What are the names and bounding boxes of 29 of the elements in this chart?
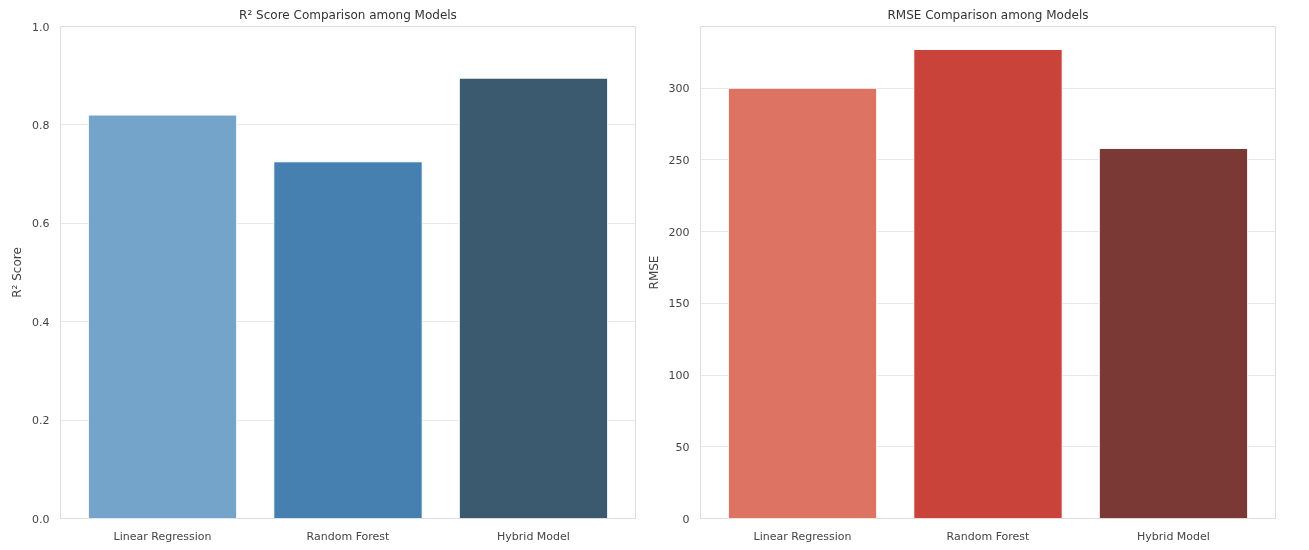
y-tick-label: 0.8 <box>32 118 50 132</box>
x-tick-label: Hybrid Model <box>1137 529 1210 543</box>
chart-title: R² Score Comparison among Models <box>239 7 457 22</box>
bar <box>913 48 1063 519</box>
y-tick-label: 0.2 <box>32 414 50 428</box>
bar <box>727 87 878 519</box>
y-tick-label: 0.0 <box>32 512 50 526</box>
x-tick-label: Random Forest <box>946 529 1031 543</box>
y-axis-title: RMSE <box>646 255 661 290</box>
y-tick-label: 150 <box>668 297 690 311</box>
y-tick-label: 300 <box>668 82 690 96</box>
y-tick-label: 50 <box>675 440 690 454</box>
y-tick-label: 250 <box>668 153 690 167</box>
y-tick-label: 1.0 <box>32 20 50 34</box>
chart-title: RMSE Comparison among Models <box>887 7 1089 22</box>
y-tick-label: 0.4 <box>32 315 50 329</box>
bar <box>273 161 423 519</box>
x-tick-label: Random Forest <box>306 529 391 543</box>
x-tick-label: Hybrid Model <box>497 529 570 543</box>
y-tick-label: 100 <box>668 369 690 383</box>
bar <box>1098 147 1249 519</box>
y-tick-label: 0.6 <box>32 217 50 231</box>
y-tick-label: 200 <box>668 225 690 239</box>
x-tick-label: Linear Regression <box>113 529 212 543</box>
y-axis-title: R² Score <box>10 247 25 298</box>
bar <box>87 114 238 519</box>
bar <box>458 77 609 519</box>
x-tick-label: Linear Regression <box>753 529 852 543</box>
y-tick-label: 0 <box>682 512 690 526</box>
